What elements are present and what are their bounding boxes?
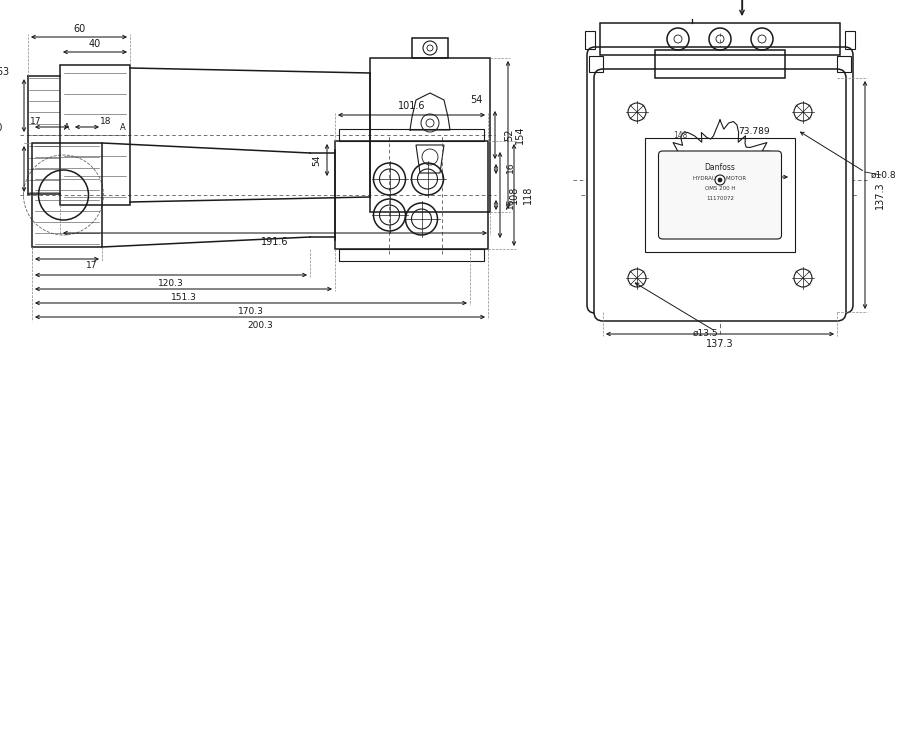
- Bar: [589, 56, 603, 72]
- Circle shape: [718, 178, 722, 182]
- Text: 40: 40: [89, 39, 101, 49]
- Bar: [370, 58, 490, 212]
- Text: 16: 16: [506, 197, 515, 208]
- Text: 151.3: 151.3: [171, 292, 196, 301]
- Text: ø 110: ø 110: [0, 123, 2, 133]
- Bar: [600, 23, 840, 55]
- Text: 137.3: 137.3: [875, 181, 885, 209]
- Text: 16: 16: [506, 162, 515, 173]
- Text: 108: 108: [509, 186, 519, 204]
- Text: 137.3: 137.3: [706, 339, 733, 349]
- Text: 11170072: 11170072: [706, 196, 734, 202]
- Text: HYDRAULIC MOTOR: HYDRAULIC MOTOR: [693, 177, 747, 181]
- Text: 148: 148: [673, 131, 688, 140]
- Text: ø10.8: ø10.8: [870, 171, 896, 180]
- Text: 17: 17: [86, 260, 98, 270]
- Text: 154: 154: [515, 126, 525, 144]
- Text: 18: 18: [100, 116, 112, 125]
- Bar: [655, 50, 785, 78]
- Text: ø63: ø63: [0, 66, 10, 76]
- Bar: [837, 56, 851, 72]
- Text: 170.3: 170.3: [238, 307, 264, 316]
- Bar: [585, 31, 595, 49]
- Text: 17: 17: [31, 116, 41, 125]
- Text: OMS 200 H: OMS 200 H: [705, 186, 735, 190]
- FancyBboxPatch shape: [659, 151, 781, 239]
- Bar: [32, 143, 102, 247]
- Text: 60: 60: [73, 24, 86, 34]
- Text: 101.6: 101.6: [398, 101, 425, 111]
- Text: Danfoss: Danfoss: [705, 162, 735, 171]
- Text: 54: 54: [470, 95, 482, 105]
- Text: 73.789: 73.789: [738, 128, 770, 137]
- Bar: [845, 31, 855, 49]
- Text: 200.3: 200.3: [248, 321, 273, 329]
- Text: 191.6: 191.6: [261, 237, 289, 247]
- Text: A: A: [120, 124, 126, 132]
- Bar: [339, 249, 484, 261]
- Text: 120.3: 120.3: [158, 279, 184, 288]
- Circle shape: [715, 175, 725, 185]
- Bar: [60, 65, 130, 205]
- Bar: [412, 38, 448, 58]
- Text: 118: 118: [523, 186, 533, 204]
- FancyBboxPatch shape: [587, 47, 853, 313]
- Text: 52: 52: [504, 129, 514, 141]
- FancyBboxPatch shape: [594, 69, 846, 321]
- Bar: [339, 129, 484, 141]
- Text: ø13.5: ø13.5: [692, 328, 718, 337]
- Text: A: A: [64, 124, 70, 132]
- Bar: [645, 138, 795, 252]
- Bar: [335, 141, 488, 249]
- Text: 54: 54: [312, 154, 321, 165]
